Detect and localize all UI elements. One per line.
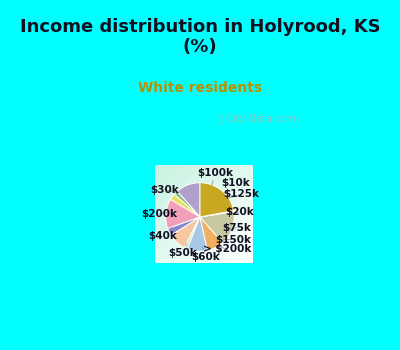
Text: White residents: White residents xyxy=(138,81,262,95)
Text: $10k: $10k xyxy=(221,178,250,194)
Text: $20k: $20k xyxy=(225,207,254,217)
Wedge shape xyxy=(200,217,223,251)
Wedge shape xyxy=(170,194,200,217)
Text: $60k: $60k xyxy=(192,247,220,262)
Wedge shape xyxy=(174,191,200,217)
Wedge shape xyxy=(200,211,234,217)
Text: ⓘ City-Data.com: ⓘ City-Data.com xyxy=(217,114,296,124)
Text: $150k: $150k xyxy=(215,234,251,245)
Wedge shape xyxy=(177,183,200,217)
Wedge shape xyxy=(200,212,234,243)
Text: $40k: $40k xyxy=(148,227,177,240)
Wedge shape xyxy=(184,217,200,249)
Text: $50k: $50k xyxy=(168,244,197,258)
Text: $75k: $75k xyxy=(222,223,251,233)
Text: $125k: $125k xyxy=(223,189,259,200)
Wedge shape xyxy=(168,217,200,236)
Wedge shape xyxy=(200,183,234,217)
Text: $200k: $200k xyxy=(141,209,177,219)
Wedge shape xyxy=(187,217,208,251)
Wedge shape xyxy=(166,199,200,229)
Text: > $200k: > $200k xyxy=(203,244,252,254)
Wedge shape xyxy=(171,217,200,247)
Text: $30k: $30k xyxy=(150,184,179,195)
Text: Income distribution in Holyrood, KS
(%): Income distribution in Holyrood, KS (%) xyxy=(20,18,380,56)
Text: $100k: $100k xyxy=(198,168,234,186)
